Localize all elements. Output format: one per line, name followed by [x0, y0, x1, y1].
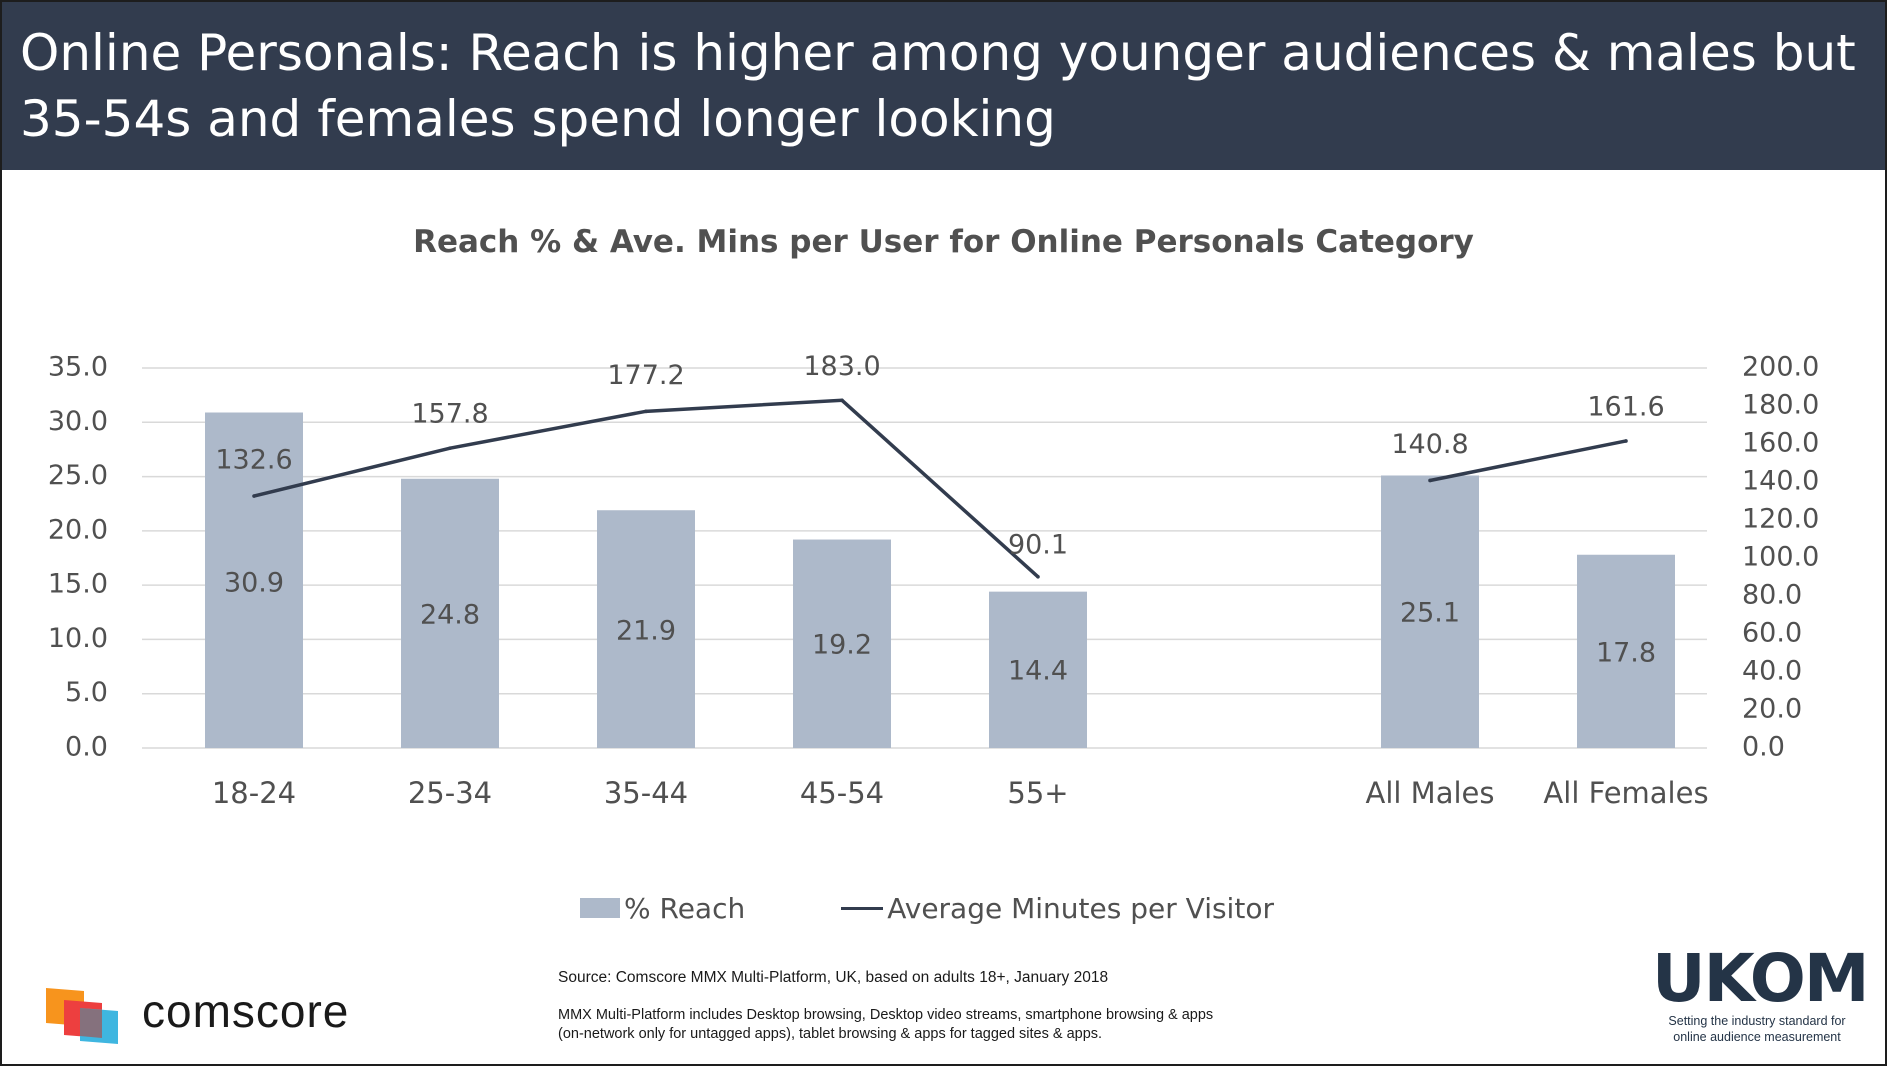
header-bar: Online Personals: Reach is higher among … [2, 2, 1885, 170]
line-point [1624, 439, 1628, 443]
methodology-line-2: (on-network only for untagged apps), tab… [558, 1026, 1103, 1042]
y-left-tick-label: 15.0 [48, 569, 108, 600]
slide-title: Online Personals: Reach is higher among … [20, 24, 1856, 148]
x-category-label: 25-34 [408, 776, 492, 810]
source-note: Source: Comscore MMX Multi-Platform, UK,… [558, 969, 1109, 986]
y-right-tick-label: 40.0 [1742, 656, 1802, 687]
ukom-tagline-line-1: Setting the industry standard for [1668, 1014, 1846, 1028]
bar-data-label: 19.2 [812, 630, 872, 661]
y-right-tick-label: 80.0 [1742, 580, 1802, 611]
y-right-tick-label: 60.0 [1742, 618, 1802, 649]
legend-reach-swatch [580, 898, 620, 918]
y-left-tick-label: 20.0 [48, 514, 108, 545]
legend-minutes-label: Average Minutes per Visitor [887, 891, 1274, 925]
y-left-tick-label: 5.0 [65, 677, 108, 708]
ukom-logo: UKOM [1652, 940, 1870, 1017]
line-data-label: 90.1 [1008, 529, 1068, 560]
x-category-label: 35-44 [604, 776, 688, 810]
y-right-tick-label: 20.0 [1742, 694, 1802, 725]
y-right-tick-label: 0.0 [1742, 732, 1785, 763]
bar-reach [401, 478, 499, 748]
y-right-tick-label: 160.0 [1742, 428, 1819, 459]
x-category-label: 45-54 [800, 776, 884, 810]
combo-chart: 35.0 30.0 25.0 20.0 15.0 10.0 5.0 0.0 200.0 180.0… [48, 351, 1819, 810]
line-data-label: 177.2 [607, 360, 684, 391]
line-data-label: 157.8 [411, 399, 488, 430]
bar-data-label: 17.8 [1596, 638, 1656, 669]
ukom-tagline-line-2: online audience measurement [1673, 1030, 1841, 1044]
chart-legend: % Reach Average Minutes per Visitor [580, 888, 1274, 928]
line-point [448, 446, 452, 450]
x-category-label: All Females [1543, 776, 1708, 810]
bar-data-label: 14.4 [1008, 656, 1068, 687]
bar-reach [1577, 554, 1675, 748]
legend-reach-label: % Reach [624, 891, 746, 925]
line-data-label: 132.6 [215, 445, 292, 476]
line-data-label: 140.8 [1391, 429, 1468, 460]
y-left-tick-label: 25.0 [48, 460, 108, 491]
bar-data-label: 25.1 [1400, 598, 1460, 629]
y-right-tick-label: 180.0 [1742, 390, 1819, 421]
y-right-tick-label: 200.0 [1742, 352, 1819, 383]
line-point [840, 398, 844, 403]
x-category-label: 18-24 [212, 776, 296, 810]
bar-reach [597, 510, 695, 748]
y-left-tick-label: 0.0 [65, 732, 108, 763]
line-data-label: 161.6 [1587, 391, 1664, 422]
line-point [644, 409, 648, 414]
line-point [252, 494, 256, 498]
legend-minutes-swatch [841, 906, 884, 910]
x-category-label: 55+ [1007, 776, 1068, 810]
line-data-label: 183.0 [803, 351, 880, 382]
bar-data-label: 30.9 [224, 568, 284, 599]
bar-data-label: 21.9 [616, 616, 676, 647]
comscore-wordmark: comscore [142, 985, 350, 1037]
line-point [1036, 575, 1040, 579]
chart-title: Reach % & Ave. Mins per User for Online … [413, 224, 1474, 260]
bar-reach [205, 412, 303, 748]
y-right-tick-label: 140.0 [1742, 466, 1819, 497]
bar-reach [989, 591, 1087, 748]
y-left-tick-label: 35.0 [48, 352, 108, 383]
y-left-tick-label: 10.0 [48, 623, 108, 654]
bar-reach [1381, 475, 1479, 748]
methodology-note: MMX Multi-Platform includes Desktop brow… [558, 1006, 1358, 1044]
line-point [1428, 478, 1432, 483]
y-left-tick-label: 30.0 [48, 406, 108, 437]
methodology-line-1: MMX Multi-Platform includes Desktop brow… [558, 1007, 1214, 1023]
y-right-tick-label: 100.0 [1742, 542, 1819, 573]
y-right-tick-label: 120.0 [1742, 504, 1819, 535]
line-minutes-segment [1429, 439, 1627, 483]
x-category-label: All Males [1366, 776, 1495, 810]
comscore-logo-icon [46, 988, 118, 1044]
ukom-tagline: Setting the industry standard for online… [1642, 1013, 1872, 1045]
bar-reach [793, 539, 891, 748]
bar-data-label: 24.8 [420, 600, 480, 631]
